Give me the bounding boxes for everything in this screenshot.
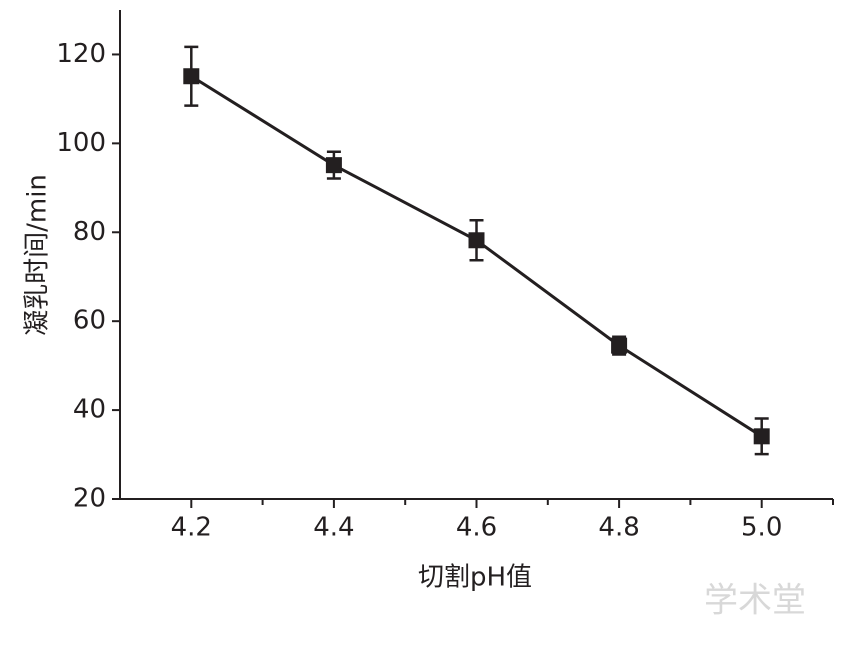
y-tick-label: 120 (56, 39, 106, 69)
marker (753, 428, 770, 445)
marker (468, 232, 485, 249)
marker (611, 337, 628, 354)
x-tick-label: 4.4 (313, 513, 354, 543)
y-tick-label: 20 (73, 484, 106, 514)
x-tick-label: 4.2 (171, 513, 212, 543)
y-tick-label: 60 (73, 306, 106, 336)
x-tick-label: 4.6 (456, 513, 497, 543)
marker (325, 157, 342, 174)
watermark: 学术堂 (704, 581, 806, 621)
y-tick-label: 100 (56, 128, 106, 158)
marker (183, 68, 200, 85)
y-tick-label: 40 (73, 395, 106, 425)
y-axis-label: 凝乳时间/min (23, 174, 53, 336)
x-axis-label: 切割pH值 (418, 563, 532, 593)
x-tick-label: 4.8 (598, 513, 639, 543)
x-tick-label: 5.0 (741, 513, 782, 543)
y-tick-label: 80 (73, 217, 106, 247)
